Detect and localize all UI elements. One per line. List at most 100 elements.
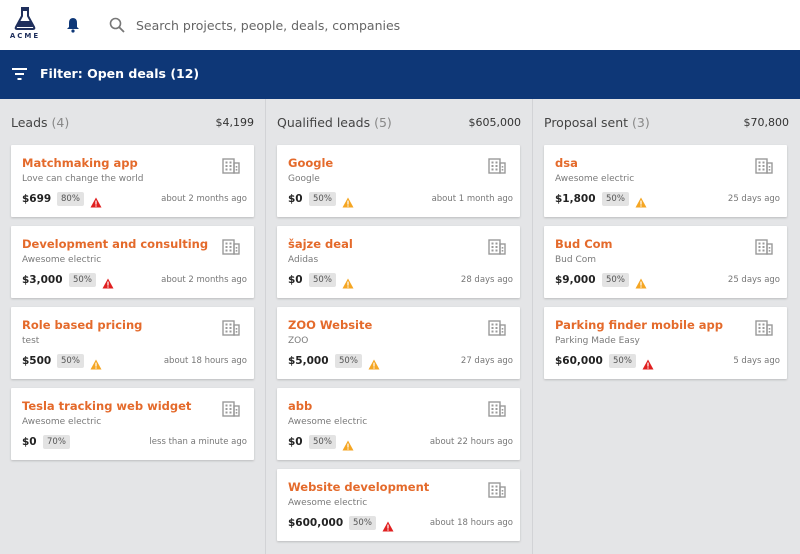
- building-icon[interactable]: [755, 239, 773, 255]
- deal-card[interactable]: Tesla tracking web widget Awesome electri…: [11, 388, 254, 460]
- deal-title[interactable]: ZOO Website: [288, 318, 373, 332]
- deal-value: $0: [22, 436, 37, 448]
- deal-probability: 50%: [309, 273, 336, 287]
- deals-board: Leads (4) $4,199 Matchmaking app Love can c…: [0, 99, 800, 554]
- deal-probability: 50%: [335, 354, 362, 368]
- deal-title[interactable]: Bud Com: [555, 237, 613, 251]
- column-header: Leads (4) $4,199: [0, 115, 265, 133]
- deal-value: $9,000: [555, 274, 596, 286]
- deal-time: 5 days ago: [733, 356, 780, 366]
- column-total: $605,000: [468, 116, 522, 129]
- deal-title[interactable]: Website development: [288, 480, 430, 494]
- deal-company: Awesome electric: [288, 498, 368, 508]
- deal-time: about 2 months ago: [161, 275, 247, 285]
- deal-title[interactable]: dsa: [555, 156, 578, 170]
- building-icon[interactable]: [488, 239, 506, 255]
- deal-probability: 50%: [57, 354, 84, 368]
- column-proposal-sent: Proposal sent (3) $70,800 dsa Awesome elect…: [533, 99, 800, 554]
- building-icon[interactable]: [488, 482, 506, 498]
- deal-card[interactable]: dsa Awesome electric $1,800 50% 25 days ago: [544, 145, 787, 217]
- deal-probability: 50%: [349, 516, 376, 530]
- deal-title[interactable]: Matchmaking app: [22, 156, 138, 170]
- warning-icon: [90, 193, 102, 208]
- deal-title[interactable]: abb: [288, 399, 313, 413]
- building-icon[interactable]: [488, 401, 506, 417]
- deal-title[interactable]: Role based pricing: [22, 318, 143, 332]
- acme-logo[interactable]: ACME: [8, 6, 42, 44]
- deal-value: $0: [288, 274, 303, 286]
- column-count: (4): [51, 115, 70, 130]
- deal-value: $500: [22, 355, 52, 367]
- deal-title[interactable]: šajze deal: [288, 237, 353, 251]
- column-total: $70,800: [743, 116, 790, 129]
- deal-time: 25 days ago: [727, 194, 780, 204]
- deal-card[interactable]: Website development Awesome electric $600,…: [277, 469, 520, 541]
- deal-time: 25 days ago: [727, 275, 780, 285]
- deal-probability: 50%: [69, 273, 96, 287]
- building-icon[interactable]: [755, 320, 773, 336]
- deal-probability: 70%: [43, 435, 70, 449]
- warning-icon: [342, 274, 354, 289]
- deal-time: 28 days ago: [460, 275, 513, 285]
- building-icon[interactable]: [488, 320, 506, 336]
- deal-time: about 2 months ago: [161, 194, 247, 204]
- column-title-text: Leads: [11, 115, 48, 130]
- deal-card[interactable]: ZOO Website ZOO $5,000 50% 27 days ago: [277, 307, 520, 379]
- deal-time: about 22 hours ago: [429, 437, 513, 447]
- deal-value: $0: [288, 193, 303, 205]
- deal-card[interactable]: Google Google $0 50% about 1 month ago: [277, 145, 520, 217]
- deal-value: $600,000: [288, 517, 344, 529]
- deal-company: Bud Com: [555, 255, 597, 265]
- deal-company: ZOO: [288, 336, 309, 346]
- deal-time: about 18 hours ago: [163, 356, 247, 366]
- deal-value: $60,000: [555, 355, 603, 367]
- bell-icon[interactable]: [66, 17, 80, 33]
- deal-probability: 50%: [309, 192, 336, 206]
- building-icon[interactable]: [222, 239, 240, 255]
- building-icon[interactable]: [755, 158, 773, 174]
- deal-probability: 50%: [602, 192, 629, 206]
- warning-icon: [635, 193, 647, 208]
- column-header: Proposal sent (3) $70,800: [533, 115, 800, 133]
- deal-value: $0: [288, 436, 303, 448]
- building-icon[interactable]: [222, 158, 240, 174]
- deal-card[interactable]: Bud Com Bud Com $9,000 50% 25 days ago: [544, 226, 787, 298]
- column-title: Qualified leads (5): [277, 115, 392, 130]
- column-title: Proposal sent (3): [544, 115, 650, 130]
- search-input[interactable]: [136, 14, 776, 36]
- column-title-text: Qualified leads: [277, 115, 371, 130]
- deal-card[interactable]: Development and consulting Awesome electr…: [11, 226, 254, 298]
- top-bar: ACME: [0, 0, 800, 50]
- deal-card[interactable]: abb Awesome electric $0 50% about 22 hours a…: [277, 388, 520, 460]
- deal-title[interactable]: Google: [288, 156, 334, 170]
- deal-value: $3,000: [22, 274, 63, 286]
- warning-icon: [342, 193, 354, 208]
- deal-probability: 50%: [309, 435, 336, 449]
- deal-company: Awesome electric: [22, 417, 102, 427]
- deal-title[interactable]: Parking finder mobile app: [555, 318, 724, 332]
- deal-time: less than a minute ago: [149, 437, 247, 447]
- column-leads: Leads (4) $4,199 Matchmaking app Love can c…: [0, 99, 266, 554]
- warning-icon: [642, 355, 654, 370]
- building-icon[interactable]: [488, 158, 506, 174]
- deal-card[interactable]: Role based pricing test $500 50% about 18 ho…: [11, 307, 254, 379]
- deal-title[interactable]: Development and consulting: [22, 237, 209, 251]
- building-icon[interactable]: [222, 320, 240, 336]
- logo-text: ACME: [9, 32, 41, 40]
- deal-title[interactable]: Tesla tracking web widget: [22, 399, 192, 413]
- deal-company: Love can change the world: [22, 174, 144, 184]
- deal-company: test: [22, 336, 40, 346]
- deal-value: $1,800: [555, 193, 596, 205]
- column-qualified-leads: Qualified leads (5) $605,000 Google Google $…: [266, 99, 533, 554]
- search-icon[interactable]: [109, 17, 125, 33]
- building-icon[interactable]: [222, 401, 240, 417]
- warning-icon: [90, 355, 102, 370]
- deal-card[interactable]: Matchmaking app Love can change the world…: [11, 145, 254, 217]
- warning-icon: [342, 436, 354, 451]
- deal-card[interactable]: Parking finder mobile app Parking Made Ea…: [544, 307, 787, 379]
- filter-label[interactable]: Filter: Open deals (12): [40, 66, 200, 81]
- filter-icon[interactable]: [12, 67, 27, 81]
- column-total: $4,199: [215, 116, 255, 129]
- deal-card[interactable]: šajze deal Adidas $0 50% 28 days ago: [277, 226, 520, 298]
- deal-company: Parking Made Easy: [555, 336, 640, 346]
